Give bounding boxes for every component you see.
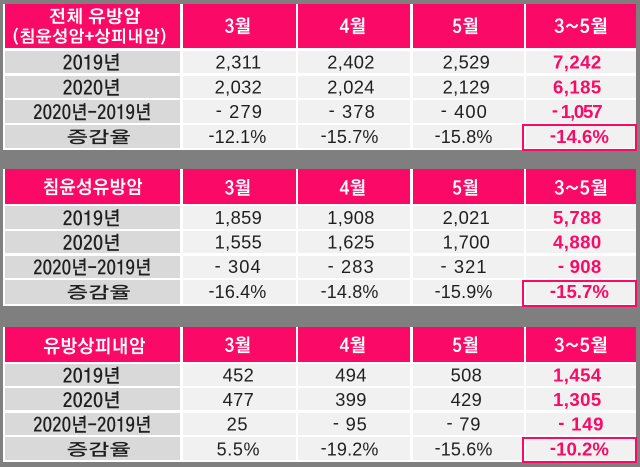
svg-text:-19.2%: -19.2% xyxy=(321,438,379,460)
svg-text:1,454: 1,454 xyxy=(553,364,602,385)
svg-text:- 908: - 908 xyxy=(558,254,602,277)
svg-text:- 1,057: - 1,057 xyxy=(552,99,602,122)
svg-text:6,185: 6,185 xyxy=(553,76,602,97)
svg-text:- 378: - 378 xyxy=(329,99,376,122)
svg-text:25: 25 xyxy=(227,413,249,434)
svg-text:2,032: 2,032 xyxy=(215,76,263,97)
svg-text:1,859: 1,859 xyxy=(215,207,263,228)
svg-text:-15.7%: -15.7% xyxy=(321,125,379,147)
svg-text:399: 399 xyxy=(335,389,367,410)
svg-text:1,305: 1,305 xyxy=(553,389,602,410)
svg-text:-15.8%: -15.8% xyxy=(435,125,493,147)
svg-text:452: 452 xyxy=(223,364,255,385)
svg-text:-12.1%: -12.1% xyxy=(209,125,267,147)
svg-text:- 279: - 279 xyxy=(216,99,263,122)
svg-text:- 400: - 400 xyxy=(441,99,488,122)
svg-text:5.5%: 5.5% xyxy=(217,439,260,459)
svg-text:- 79: - 79 xyxy=(447,412,482,435)
svg-text:-16.4%: -16.4% xyxy=(209,280,267,302)
svg-text:429: 429 xyxy=(451,389,483,410)
svg-text:- 283: - 283 xyxy=(328,254,375,277)
svg-text:- 95: - 95 xyxy=(333,412,368,435)
svg-text:2,129: 2,129 xyxy=(443,76,491,97)
svg-text:-14.8%: -14.8% xyxy=(321,280,379,302)
svg-text:-15.7%: -15.7% xyxy=(550,279,609,302)
svg-text:-15.6%: -15.6% xyxy=(435,438,493,460)
svg-text:1,700: 1,700 xyxy=(443,232,491,253)
svg-text:2,402: 2,402 xyxy=(327,51,375,72)
svg-text:1,908: 1,908 xyxy=(327,207,375,228)
svg-text:2,021: 2,021 xyxy=(443,207,491,228)
svg-text:-14.6%: -14.6% xyxy=(550,124,609,147)
svg-text:508: 508 xyxy=(451,364,483,385)
svg-text:2,024: 2,024 xyxy=(327,76,375,97)
svg-text:1,625: 1,625 xyxy=(327,232,375,253)
svg-text:2,311: 2,311 xyxy=(215,51,261,72)
svg-text:477: 477 xyxy=(223,389,255,410)
svg-text:- 304: - 304 xyxy=(215,254,262,277)
svg-text:2,529: 2,529 xyxy=(443,51,491,72)
svg-text:1,555: 1,555 xyxy=(215,232,263,253)
svg-text:494: 494 xyxy=(335,364,367,385)
svg-text:-15.9%: -15.9% xyxy=(435,280,493,302)
svg-text:4,880: 4,880 xyxy=(553,232,602,253)
svg-text:7,242: 7,242 xyxy=(553,51,602,72)
svg-text:- 321: - 321 xyxy=(441,254,488,277)
svg-text:5,788: 5,788 xyxy=(553,207,602,228)
svg-text:- 149: - 149 xyxy=(558,412,604,435)
svg-text:-10.2%: -10.2% xyxy=(550,437,609,460)
